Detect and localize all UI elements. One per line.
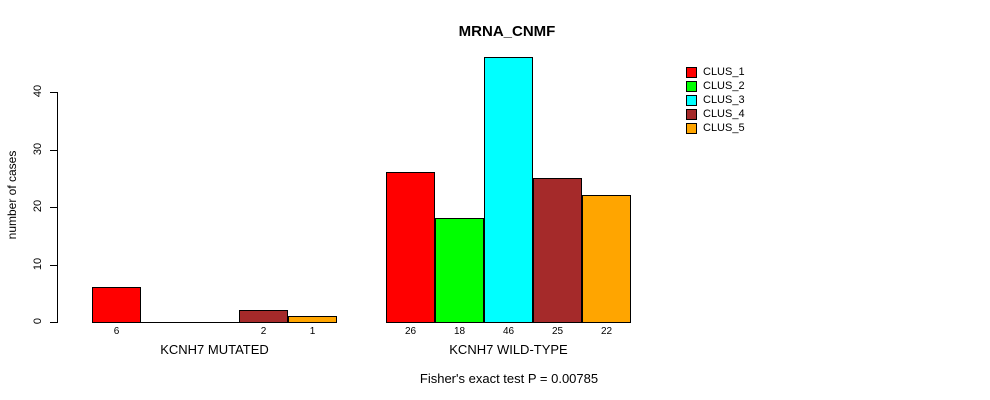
bar-CLUS_5 [582,195,631,323]
bar-value-label: 2 [260,326,267,337]
y-axis-tick-label: 30 [32,142,44,156]
bar-CLUS_2 [435,218,484,323]
legend-label-CLUS_2: CLUS_2 [703,80,745,92]
legend-label-CLUS_3: CLUS_3 [703,94,745,106]
legend-label-CLUS_5: CLUS_5 [703,122,745,134]
bar-value-label: 26 [404,326,417,337]
chart-title: MRNA_CNMF [458,23,556,40]
legend-swatch-CLUS_5 [686,123,697,134]
bar-value-label: 22 [600,326,613,337]
legend-swatch-CLUS_3 [686,95,697,106]
bar-value-label: 1 [309,326,316,337]
x-axis-group-label: KCNH7 MUTATED [160,342,269,357]
bar-CLUS_3 [484,57,533,323]
bar-zero-CLUS_3 [190,322,240,323]
y-axis-tick [50,265,57,266]
chart-subtitle: Fisher's exact test P = 0.00785 [419,371,599,386]
bar-CLUS_4 [533,178,582,323]
legend-label-CLUS_4: CLUS_4 [703,108,745,120]
legend-label-CLUS_1: CLUS_1 [703,66,745,78]
y-axis-tick [50,92,57,93]
y-axis-tick-label: 0 [32,317,44,325]
y-axis-tick-label: 40 [32,84,44,98]
bar-CLUS_1 [386,172,435,323]
bar-value-label: 18 [453,326,466,337]
y-axis-tick-label: 20 [32,199,44,213]
y-axis-tick-label: 10 [32,257,44,271]
legend-swatch-CLUS_2 [686,81,697,92]
legend-swatch-CLUS_1 [686,67,697,78]
y-axis-tick [50,150,57,151]
y-axis-tick [50,322,57,323]
bar-zero-CLUS_2 [141,322,191,323]
bar-value-label: 6 [113,326,120,337]
y-axis-label: number of cases [5,150,19,240]
bar-CLUS_5 [288,316,337,323]
bar-value-label: 46 [502,326,515,337]
bar-value-label: 25 [551,326,564,337]
legend-swatch-CLUS_4 [686,109,697,120]
y-axis-line [57,92,58,323]
bar-CLUS_1 [92,287,141,323]
x-axis-group-label: KCNH7 WILD-TYPE [449,342,568,357]
bar-CLUS_4 [239,310,288,323]
y-axis-tick [50,207,57,208]
